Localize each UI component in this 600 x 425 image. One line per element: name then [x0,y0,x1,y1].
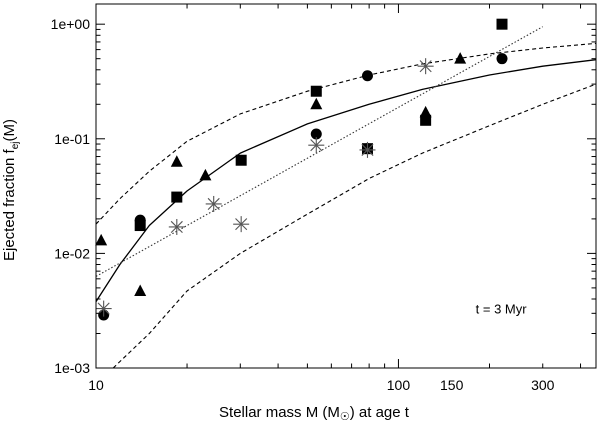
y-tick-label: 1e+00 [51,16,91,32]
circle-point [361,70,373,82]
star-point [168,218,185,235]
y-tick-label: 1e-01 [54,131,90,147]
triangle-point [419,105,432,118]
circle-point [496,53,508,65]
triangle-point [95,233,108,246]
age-annotation: t = 3 Myr [476,302,528,317]
y-axis-title: Ejected fraction fej(M) [1,119,21,261]
star-point [359,141,376,158]
square-point [310,85,322,97]
triangle-point [454,52,467,64]
y-axis-title-sub: ej [10,141,21,149]
y-tick-label: 1e-03 [54,360,90,376]
y-axis-title-tail: (M) [1,119,18,142]
x-axis-title-tail: ) at age t [350,404,410,421]
plot-frame [95,3,597,369]
curve-fit-solid [96,59,596,302]
square-point [420,114,432,126]
curve-power-law [96,26,543,277]
curve-lower-bound [112,83,596,368]
fit-curves [96,26,596,368]
square-point [235,154,247,166]
square-point [496,18,508,30]
x-axis-title: Stellar mass M (M☉) at age t [219,404,410,423]
y-axis-title-main: Ejected fraction f [1,148,18,261]
x-tick-label: 300 [531,377,555,393]
square-point [134,220,146,232]
y-tick-label: 1e-02 [54,245,90,261]
star-point [95,300,112,317]
star-point [233,216,250,233]
star-point [308,137,325,154]
x-axis-title-symbol: ☉ [340,411,350,423]
data-markers [95,18,508,321]
triangle-point [310,97,323,110]
x-tick-label: 10 [88,377,104,393]
triangle-point [199,168,212,181]
star-point [205,195,222,212]
triangle-point [170,155,183,167]
triangle-point [134,284,147,296]
curve-upper-bound [96,42,596,225]
star-point [417,58,434,75]
x-axis-title-main: Stellar mass M (M [219,404,340,421]
square-point [171,191,183,203]
x-tick-label: 100 [387,377,411,393]
x-tick-label: 150 [440,377,464,393]
axis-ticks [95,4,596,369]
circle-point [310,128,322,140]
